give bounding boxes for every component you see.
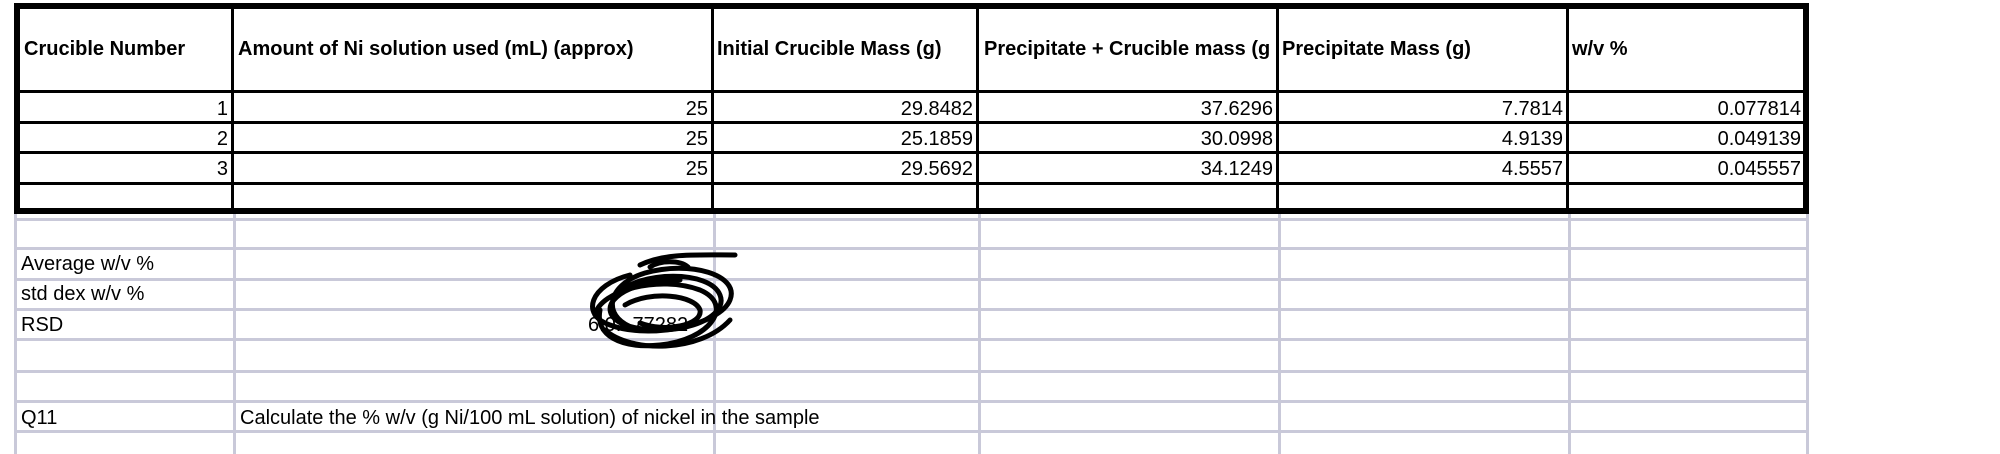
table-cell-precipitate-mass[interactable]: 7.7814	[1501, 98, 1563, 120]
scribble-mark	[590, 252, 738, 349]
header-precipitate-crucible-mass[interactable]: Precipitate + Crucible mass (g	[984, 38, 1271, 60]
table-cell-wv[interactable]: 0.045557	[1717, 158, 1801, 180]
column-divider	[976, 3, 979, 214]
table-cell-precipitate-mass[interactable]: 4.5557	[1501, 158, 1563, 180]
table-cell-amount[interactable]: 25	[685, 98, 708, 120]
header-crucible-number[interactable]: Crucible Number	[24, 38, 186, 60]
table-cell-amount[interactable]: 25	[685, 128, 708, 150]
question-text[interactable]: Calculate the % w/v (g Ni/100 mL solutio…	[240, 407, 820, 429]
row-divider	[14, 121, 1809, 124]
row-divider	[14, 90, 1809, 93]
header-wv-percent[interactable]: w/v %	[1572, 38, 1628, 60]
table-cell-initial-mass[interactable]: 29.8482	[900, 98, 973, 120]
table-cell-crucible[interactable]: 2	[216, 128, 228, 150]
gridline	[233, 214, 236, 454]
rsd-label[interactable]: RSD	[21, 314, 64, 336]
gridline	[14, 400, 1809, 403]
header-precipitate-mass[interactable]: Precipitate Mass (g)	[1282, 38, 1471, 60]
column-divider	[231, 3, 234, 214]
table-cell-precipitate-mass[interactable]: 4.9139	[1501, 128, 1563, 150]
gridline	[14, 278, 1809, 281]
gridline	[14, 338, 1809, 341]
table-cell-amount[interactable]: 25	[685, 158, 708, 180]
gridline	[1806, 214, 1809, 454]
table-cell-crucible[interactable]: 1	[216, 98, 228, 120]
header-initial-crucible-mass[interactable]: Initial Crucible Mass (g)	[717, 38, 942, 60]
column-divider	[1566, 3, 1569, 214]
column-divider	[1276, 3, 1279, 214]
table-cell-combined-mass[interactable]: 34.1249	[1200, 158, 1273, 180]
gridline	[14, 370, 1809, 373]
table-cell-crucible[interactable]: 3	[216, 158, 228, 180]
gridline	[1278, 214, 1281, 454]
gridline	[14, 430, 1809, 433]
gridline	[14, 218, 1809, 221]
gridline	[14, 308, 1809, 311]
table-cell-combined-mass[interactable]: 37.6296	[1200, 98, 1273, 120]
gridline	[978, 214, 981, 454]
column-divider	[711, 3, 714, 214]
header-amount-ni-solution[interactable]: Amount of Ni solution used (mL) (approx)	[238, 38, 634, 60]
row-divider	[14, 151, 1809, 154]
table-cell-wv[interactable]: 0.077814	[1717, 98, 1801, 120]
average-label[interactable]: Average w/v %	[21, 253, 155, 275]
stddev-label[interactable]: std dex w/v %	[21, 283, 145, 305]
question-label[interactable]: Q11	[21, 407, 58, 429]
gridline	[1568, 214, 1571, 454]
row-divider	[14, 182, 1809, 185]
gridline	[14, 247, 1809, 250]
table-border	[14, 3, 1809, 214]
gridline	[14, 214, 17, 454]
table-cell-combined-mass[interactable]: 30.0998	[1200, 128, 1273, 150]
table-cell-initial-mass[interactable]: 25.1859	[900, 128, 973, 150]
table-cell-initial-mass[interactable]: 29.5692	[900, 158, 973, 180]
table-cell-wv[interactable]: 0.049139	[1717, 128, 1801, 150]
